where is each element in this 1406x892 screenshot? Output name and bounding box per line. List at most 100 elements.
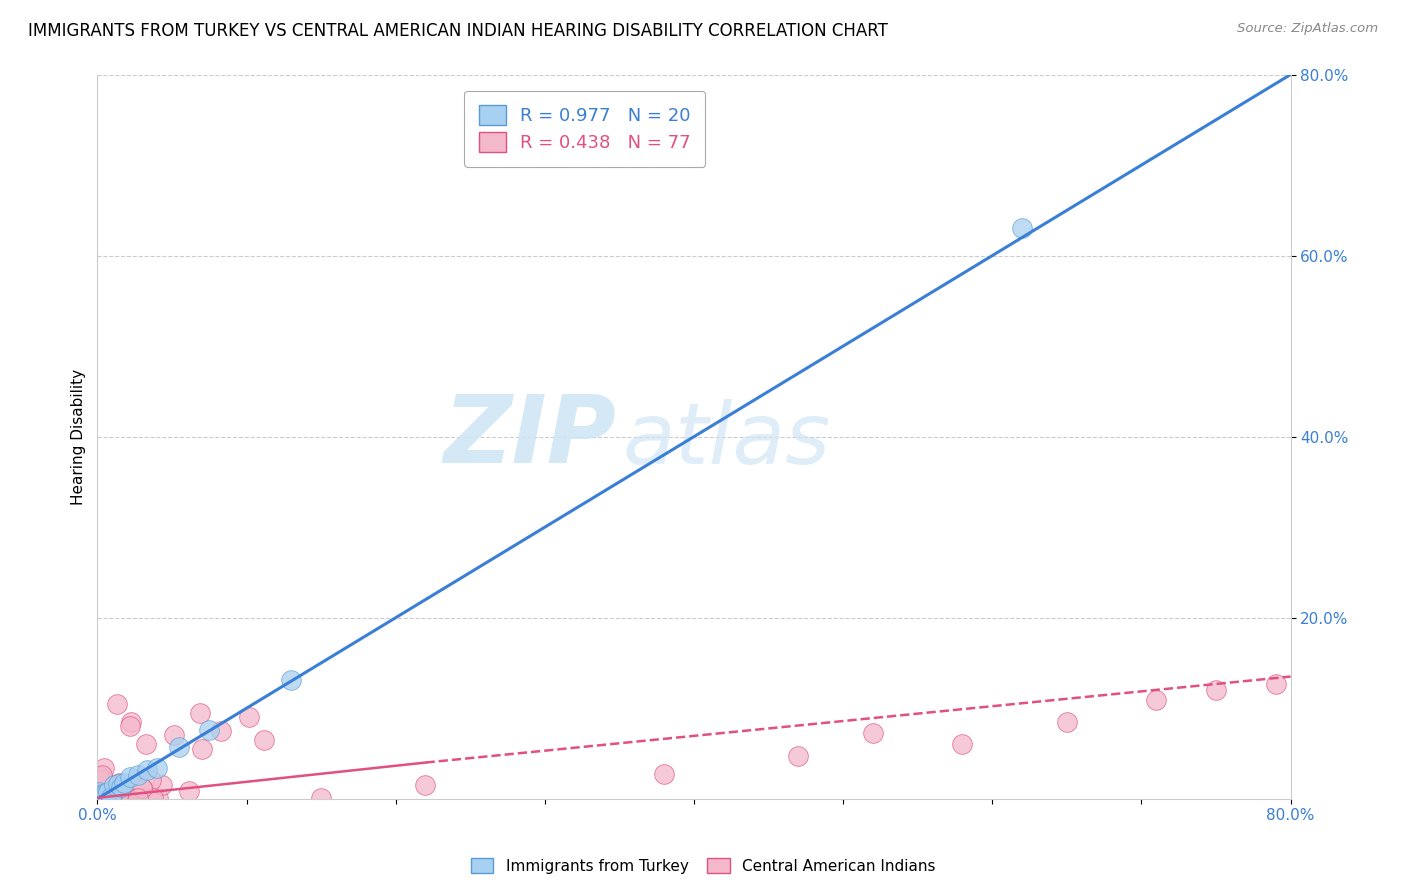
Point bbox=[87, 790, 110, 805]
Point bbox=[120, 714, 142, 729]
Point bbox=[89, 790, 111, 805]
Point bbox=[139, 773, 162, 788]
Point bbox=[103, 781, 125, 796]
Point bbox=[97, 787, 120, 801]
Point bbox=[97, 785, 120, 799]
Point bbox=[103, 790, 125, 805]
Point bbox=[163, 728, 186, 742]
Point bbox=[93, 761, 115, 775]
Point bbox=[96, 786, 118, 800]
Point bbox=[104, 790, 127, 805]
Point bbox=[121, 790, 143, 805]
Point bbox=[104, 779, 127, 793]
Point bbox=[87, 790, 110, 805]
Point bbox=[107, 790, 129, 805]
Point bbox=[117, 790, 139, 805]
Point bbox=[111, 790, 134, 805]
Point bbox=[87, 790, 110, 805]
Point bbox=[87, 790, 110, 805]
Point bbox=[253, 732, 276, 747]
Point bbox=[91, 772, 114, 786]
Point bbox=[112, 789, 135, 803]
Point bbox=[142, 790, 165, 805]
Point bbox=[135, 763, 157, 777]
Point bbox=[238, 710, 260, 724]
Point bbox=[131, 780, 153, 795]
Point bbox=[146, 790, 169, 805]
Point bbox=[91, 789, 114, 804]
Point bbox=[309, 790, 332, 805]
Point bbox=[112, 787, 135, 801]
Point bbox=[188, 706, 211, 720]
Point bbox=[787, 749, 810, 764]
Point bbox=[127, 768, 149, 782]
Point bbox=[94, 786, 117, 800]
Point bbox=[107, 777, 129, 791]
Point bbox=[87, 790, 110, 805]
Point bbox=[1205, 683, 1227, 698]
Point bbox=[107, 788, 129, 802]
Point bbox=[87, 790, 110, 805]
Point bbox=[87, 790, 110, 805]
Point bbox=[98, 790, 121, 805]
Point bbox=[1144, 693, 1167, 707]
Point bbox=[98, 790, 121, 805]
Point bbox=[87, 782, 110, 797]
Point bbox=[127, 790, 149, 805]
Point bbox=[91, 779, 114, 793]
Point bbox=[112, 789, 135, 804]
Point bbox=[1264, 677, 1286, 691]
Point bbox=[90, 789, 112, 803]
Point bbox=[198, 723, 221, 738]
Point bbox=[94, 790, 117, 805]
Point bbox=[94, 790, 117, 805]
Legend: Immigrants from Turkey, Central American Indians: Immigrants from Turkey, Central American… bbox=[464, 852, 942, 880]
Point bbox=[124, 790, 146, 805]
Point bbox=[87, 772, 110, 787]
Text: IMMIGRANTS FROM TURKEY VS CENTRAL AMERICAN INDIAN HEARING DISABILITY CORRELATION: IMMIGRANTS FROM TURKEY VS CENTRAL AMERIC… bbox=[28, 22, 889, 40]
Point bbox=[1056, 715, 1078, 730]
Text: atlas: atlas bbox=[623, 399, 831, 482]
Point bbox=[93, 790, 115, 805]
Point bbox=[110, 790, 132, 805]
Point bbox=[91, 773, 114, 788]
Point bbox=[89, 791, 111, 805]
Point bbox=[100, 789, 122, 804]
Point bbox=[1011, 221, 1033, 235]
Point bbox=[415, 778, 437, 792]
Point bbox=[87, 785, 110, 799]
Legend: R = 0.977   N = 20, R = 0.438   N = 77: R = 0.977 N = 20, R = 0.438 N = 77 bbox=[464, 91, 706, 167]
Point bbox=[108, 780, 131, 795]
Point bbox=[107, 776, 129, 790]
Point bbox=[103, 778, 125, 792]
Point bbox=[105, 697, 128, 711]
Point bbox=[131, 781, 153, 796]
Point bbox=[952, 737, 974, 751]
Y-axis label: Hearing Disability: Hearing Disability bbox=[72, 368, 86, 505]
Point bbox=[117, 789, 139, 803]
Point bbox=[177, 783, 200, 797]
Point bbox=[94, 790, 117, 805]
Point bbox=[118, 719, 141, 733]
Point bbox=[135, 738, 157, 752]
Point bbox=[211, 723, 233, 738]
Point bbox=[91, 768, 114, 782]
Point bbox=[862, 725, 884, 739]
Point bbox=[94, 788, 117, 802]
Point bbox=[105, 790, 128, 805]
Text: ZIP: ZIP bbox=[443, 391, 616, 483]
Point bbox=[110, 780, 132, 794]
Point bbox=[91, 789, 114, 804]
Point bbox=[120, 770, 142, 784]
Point bbox=[90, 790, 112, 805]
Point bbox=[150, 778, 173, 792]
Point bbox=[100, 789, 122, 804]
Point bbox=[93, 780, 115, 795]
Text: Source: ZipAtlas.com: Source: ZipAtlas.com bbox=[1237, 22, 1378, 36]
Point bbox=[191, 742, 214, 756]
Point bbox=[89, 769, 111, 783]
Point bbox=[169, 739, 191, 754]
Point bbox=[146, 761, 169, 775]
Point bbox=[652, 766, 675, 780]
Point bbox=[97, 790, 120, 805]
